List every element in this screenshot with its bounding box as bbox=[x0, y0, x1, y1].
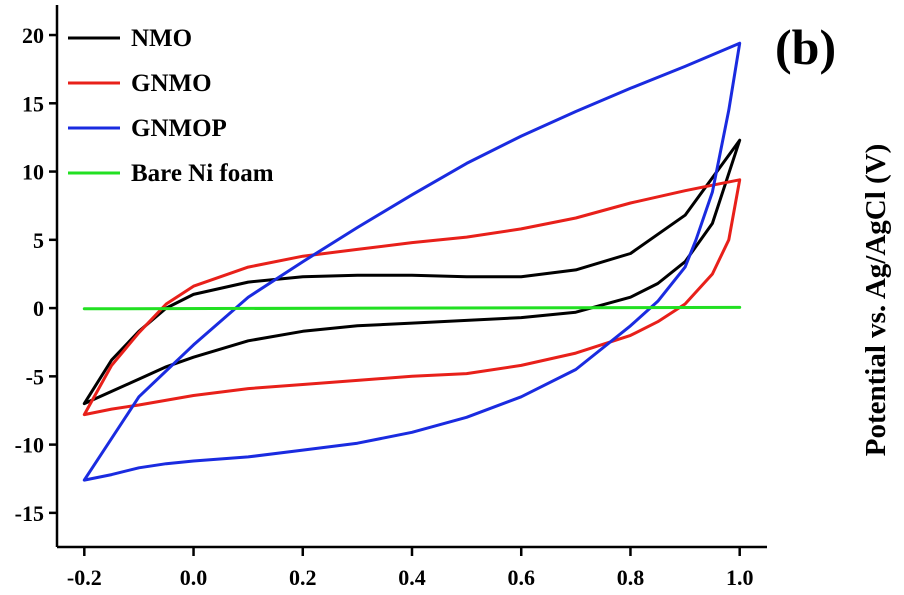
panel-label: (b) bbox=[775, 19, 836, 75]
y-tick-label: 10 bbox=[22, 160, 44, 185]
series-line-gnmo bbox=[82, 178, 742, 417]
series-line-nmo bbox=[82, 138, 742, 406]
legend: NMO GNMO GNMOP Bare Ni foam bbox=[68, 25, 274, 187]
x-tick-label: 0.6 bbox=[507, 565, 535, 590]
y-tick-label: 20 bbox=[22, 23, 44, 48]
y-tick-label: 0 bbox=[33, 296, 44, 321]
y-ticks: 20 15 10 5 0 -5 -10 -15 bbox=[15, 23, 57, 526]
y-tick-label: -10 bbox=[15, 433, 44, 458]
x-tick-label: 0.8 bbox=[617, 565, 645, 590]
y-tick-label: 5 bbox=[33, 228, 44, 253]
legend-label-bare-ni-foam: Bare Ni foam bbox=[131, 160, 274, 187]
series-line-bare-ni-foam bbox=[82, 305, 742, 311]
legend-label-gnmo: GNMO bbox=[131, 70, 212, 97]
y-tick-label: -5 bbox=[26, 364, 44, 389]
x-tick-label: 0.4 bbox=[398, 565, 426, 590]
x-tick-label: 0.0 bbox=[180, 565, 208, 590]
x-tick-label: 1.0 bbox=[726, 565, 754, 590]
y-axis-title: Potential vs. Ag/AgCl (V) bbox=[860, 144, 892, 457]
y-tick-label: -15 bbox=[15, 501, 44, 526]
series-line-gnmop bbox=[82, 41, 742, 482]
y-tick-label: 15 bbox=[22, 91, 44, 116]
legend-label-nmo: NMO bbox=[131, 25, 192, 52]
x-tick-label: -0.2 bbox=[67, 565, 102, 590]
x-ticks: -0.2 0.0 0.2 0.4 0.6 0.8 1.0 bbox=[67, 547, 754, 590]
legend-label-gnmop: GNMOP bbox=[131, 115, 227, 142]
x-tick-label: 0.2 bbox=[289, 565, 317, 590]
series-layer bbox=[82, 41, 742, 482]
